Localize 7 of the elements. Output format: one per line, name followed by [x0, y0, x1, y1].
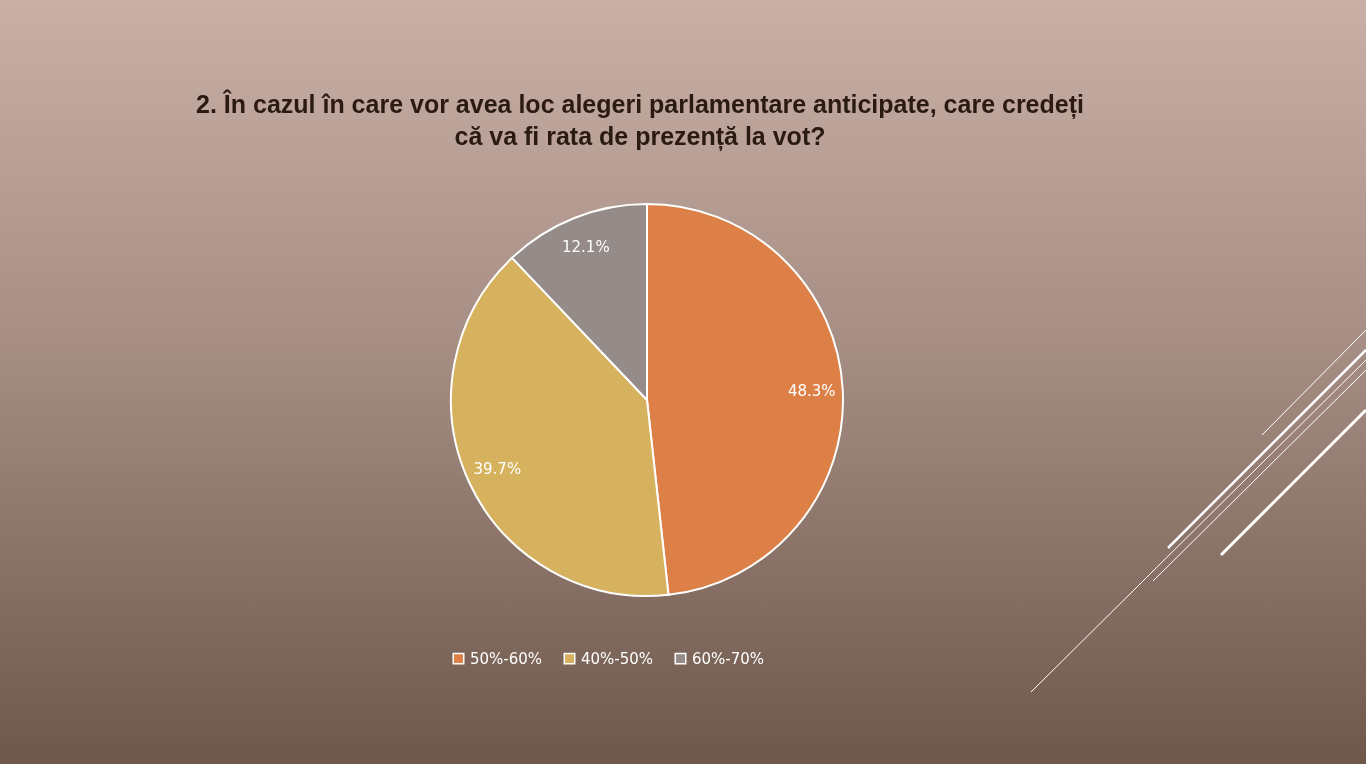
legend-label: 40%-50%	[581, 649, 654, 668]
data-label: 48.3%	[787, 381, 836, 400]
data-label: 12.1%	[562, 237, 610, 256]
legend-label: 50%-60%	[470, 649, 543, 668]
chart-title: 2. În cazul în care vor avea loc alegeri parlamentare anticipate, care credeți că va fi rata de prezență la vot?	[195, 88, 1085, 152]
legend-label: 60%-70%	[692, 649, 765, 668]
data-label: 39.7%	[473, 460, 522, 479]
